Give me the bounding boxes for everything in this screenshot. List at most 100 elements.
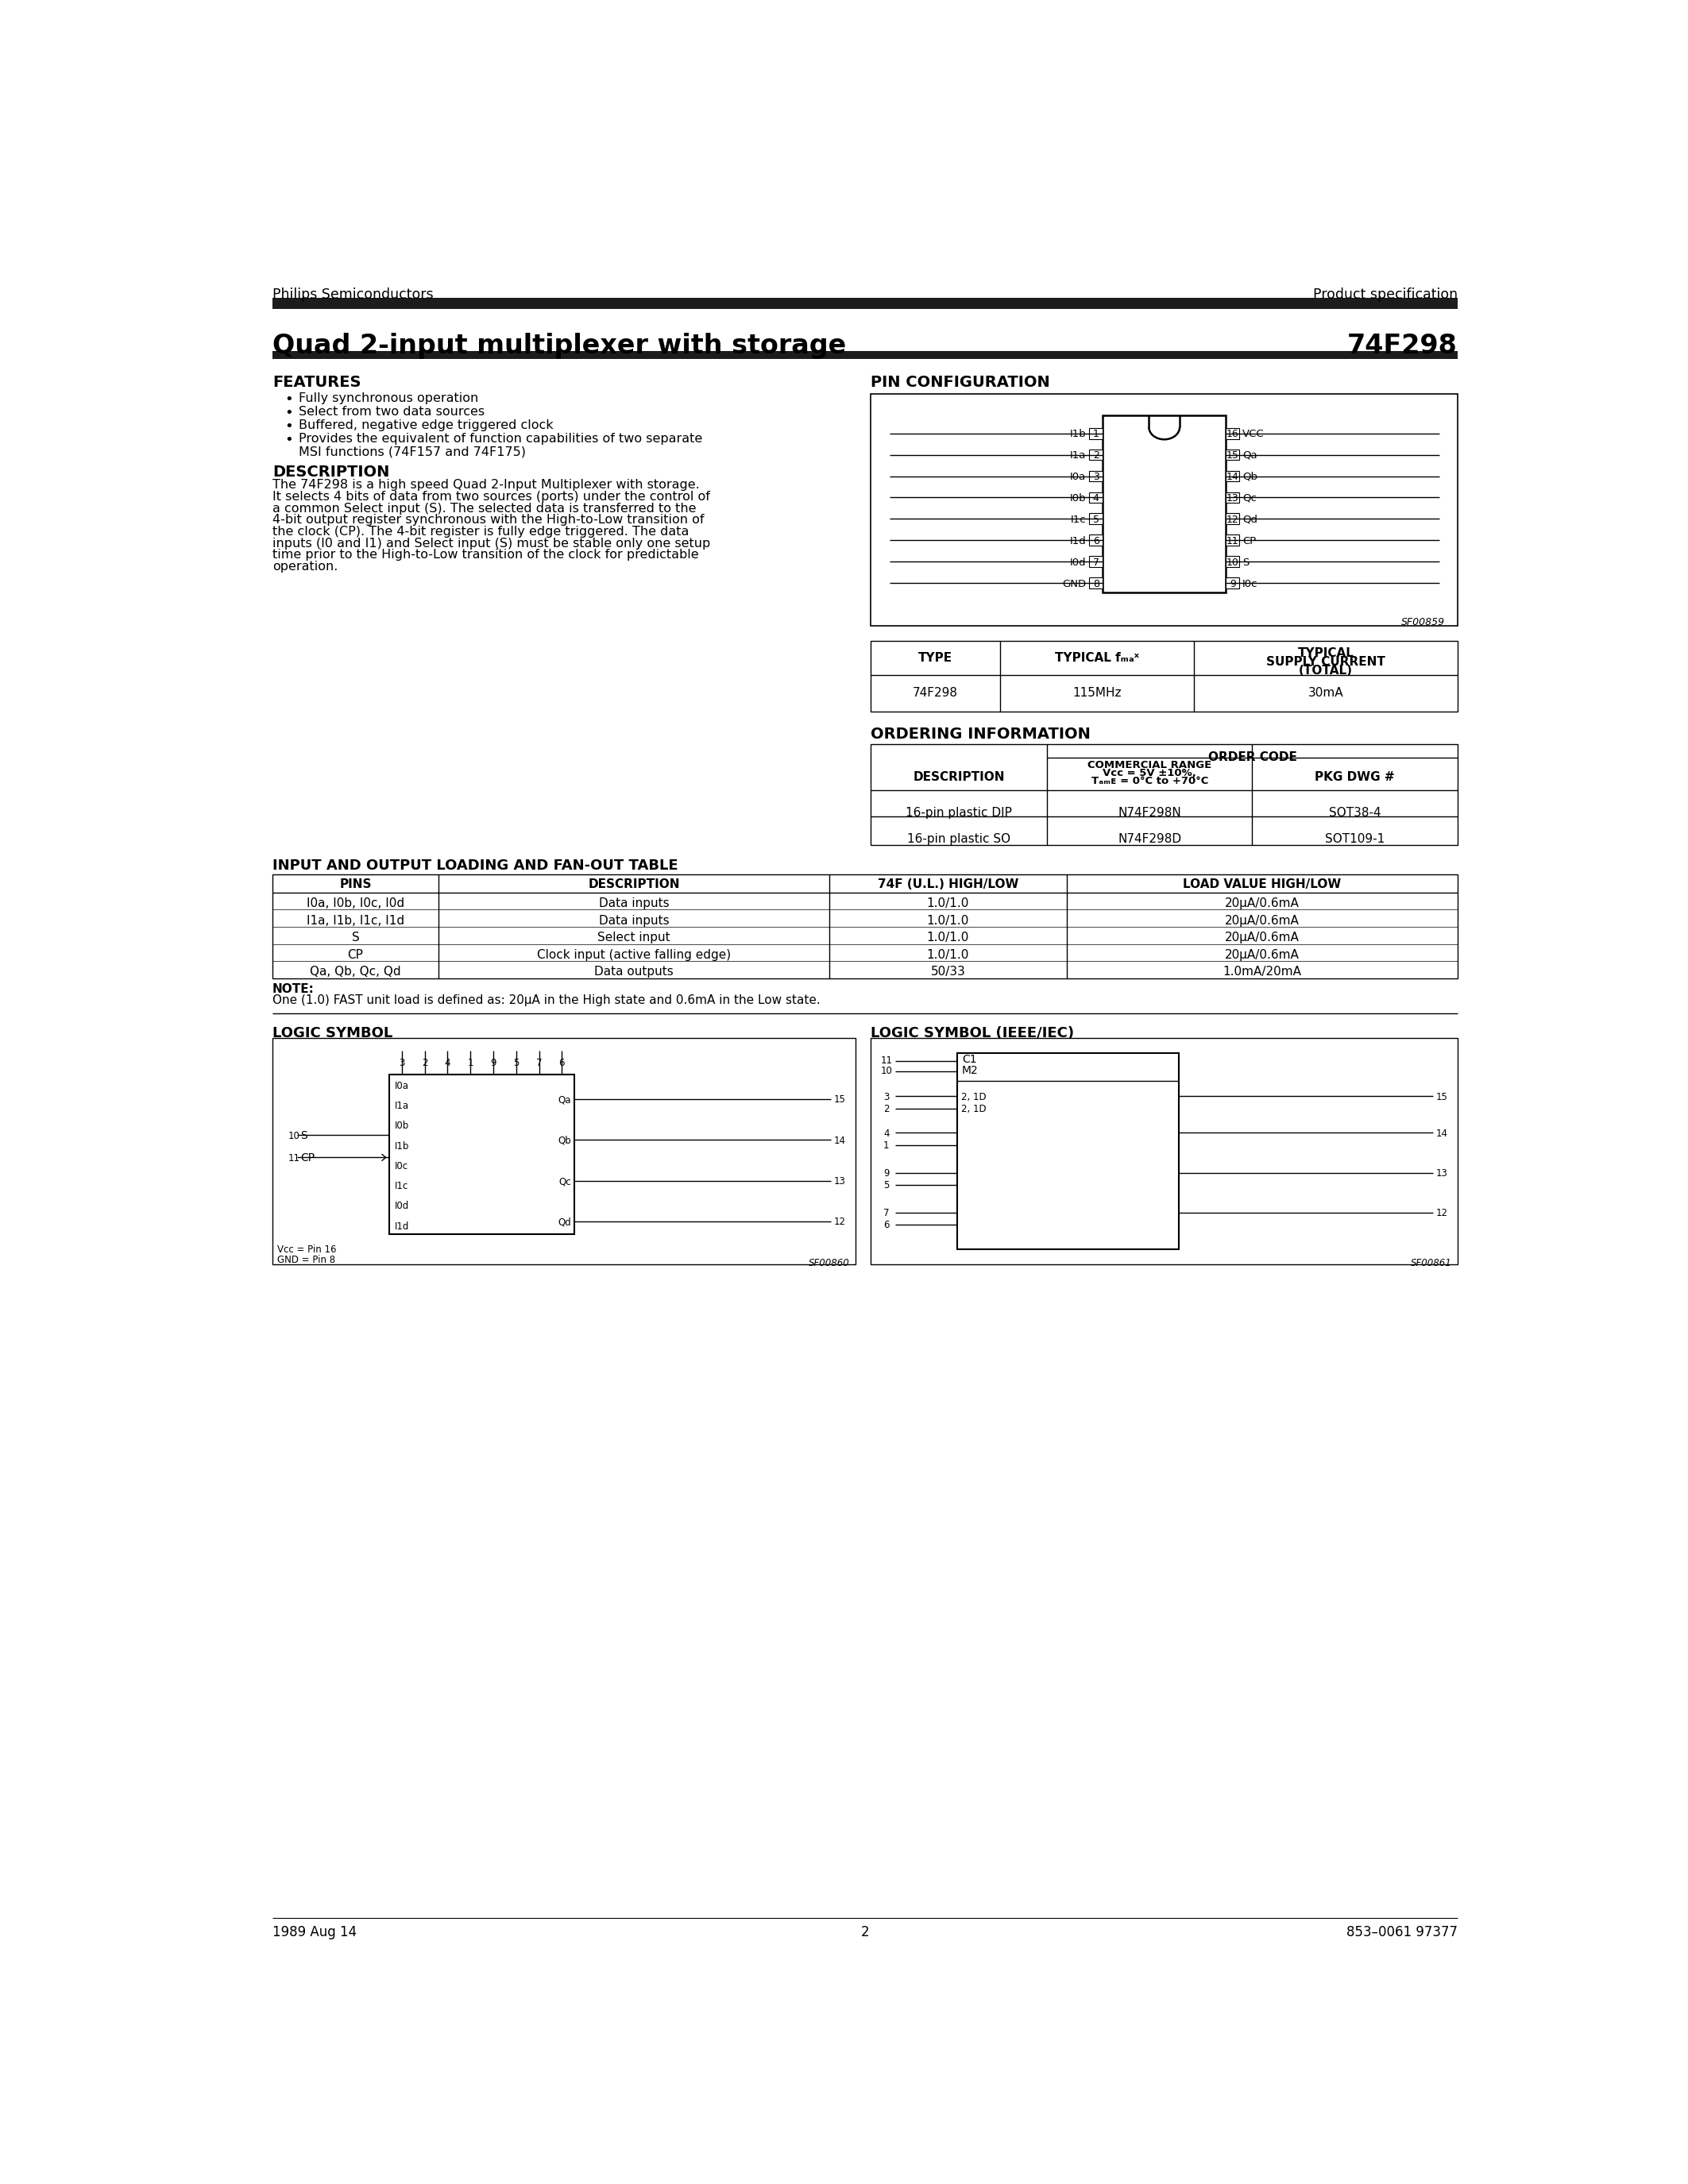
Text: INPUT AND OUTPUT LOADING AND FAN-OUT TABLE: INPUT AND OUTPUT LOADING AND FAN-OUT TAB… — [272, 858, 679, 874]
Text: I0b: I0b — [1070, 494, 1085, 502]
Bar — [1225, 557, 1239, 568]
Text: 7: 7 — [883, 1208, 890, 1219]
Text: I0a: I0a — [395, 1081, 408, 1092]
Text: 12: 12 — [1227, 515, 1239, 524]
Text: 8: 8 — [1092, 579, 1099, 590]
Text: 9: 9 — [1229, 579, 1236, 590]
Text: I0a, I0b, I0c, I0d: I0a, I0b, I0c, I0d — [307, 898, 405, 909]
Text: 16: 16 — [1227, 428, 1239, 439]
Text: SOT109-1: SOT109-1 — [1325, 832, 1384, 845]
Text: Vᴄᴄ = Pin 16: Vᴄᴄ = Pin 16 — [277, 1245, 336, 1256]
Text: 2: 2 — [1092, 450, 1099, 461]
Text: 4: 4 — [1092, 494, 1099, 505]
Bar — [1225, 577, 1239, 590]
Text: C1: C1 — [962, 1055, 977, 1066]
Text: I0c: I0c — [1242, 579, 1258, 590]
Text: SF00859: SF00859 — [1401, 616, 1445, 627]
Text: Buffered, negative edge triggered clock: Buffered, negative edge triggered clock — [299, 419, 554, 430]
Text: TYPICAL: TYPICAL — [1298, 646, 1354, 660]
Text: 15: 15 — [1436, 1092, 1448, 1103]
Text: MSI functions (74F157 and 74F175): MSI functions (74F157 and 74F175) — [299, 446, 525, 459]
Text: 6: 6 — [883, 1221, 890, 1230]
Text: I0c: I0c — [395, 1162, 408, 1171]
Text: 2: 2 — [861, 1926, 869, 1939]
Text: SF00860: SF00860 — [809, 1258, 849, 1269]
Bar — [1102, 415, 1225, 592]
Text: •: • — [285, 406, 294, 419]
Bar — [1225, 491, 1239, 502]
Bar — [1225, 450, 1239, 461]
Text: FEATURES: FEATURES — [272, 376, 361, 391]
Bar — [272, 352, 1458, 360]
Text: Product specification: Product specification — [1313, 288, 1458, 301]
Text: Qc: Qc — [559, 1177, 571, 1186]
Text: 74F298: 74F298 — [913, 688, 959, 699]
Text: 9: 9 — [490, 1057, 496, 1068]
Text: time prior to the High-to-Low transition of the clock for predictable: time prior to the High-to-Low transition… — [272, 548, 699, 561]
Text: 13: 13 — [834, 1177, 846, 1186]
Text: I0b: I0b — [395, 1120, 408, 1131]
Bar — [1089, 535, 1102, 546]
Bar — [1089, 513, 1102, 524]
Text: 10: 10 — [1225, 557, 1239, 568]
Bar — [1225, 470, 1239, 483]
Text: (TOTAL): (TOTAL) — [1298, 664, 1352, 677]
Text: 1.0/1.0: 1.0/1.0 — [927, 933, 969, 943]
Text: 13: 13 — [1227, 494, 1239, 505]
Bar — [272, 1037, 856, 1265]
Text: I0d: I0d — [395, 1201, 408, 1212]
Text: SUPPLY CURRENT: SUPPLY CURRENT — [1266, 655, 1386, 668]
Bar — [871, 393, 1458, 627]
Text: 20μA/0.6mA: 20μA/0.6mA — [1225, 933, 1300, 943]
Bar — [272, 874, 1458, 978]
Text: Qa, Qb, Qc, Qd: Qa, Qb, Qc, Qd — [311, 965, 402, 978]
Text: LOAD VALUE HIGH/LOW: LOAD VALUE HIGH/LOW — [1183, 878, 1342, 891]
Text: 4: 4 — [444, 1057, 451, 1068]
Text: VCC: VCC — [1242, 428, 1264, 439]
Text: DESCRIPTION: DESCRIPTION — [587, 878, 680, 891]
Text: Provides the equivalent of function capabilities of two separate: Provides the equivalent of function capa… — [299, 432, 702, 446]
Text: GND: GND — [1062, 579, 1085, 590]
Text: 16-pin plastic DIP: 16-pin plastic DIP — [906, 806, 1013, 819]
Text: 1.0mA/20mA: 1.0mA/20mA — [1222, 965, 1301, 978]
Text: Quad 2-input multiplexer with storage: Quad 2-input multiplexer with storage — [272, 332, 846, 358]
Text: 3: 3 — [398, 1057, 405, 1068]
Text: 3: 3 — [883, 1092, 890, 1103]
Bar — [390, 1075, 574, 1234]
Text: Vᴄᴄ = 5V ±10%,: Vᴄᴄ = 5V ±10%, — [1102, 769, 1197, 778]
Text: S: S — [1242, 557, 1249, 568]
Text: TYPICAL fₘₐˣ: TYPICAL fₘₐˣ — [1055, 653, 1139, 664]
Text: 115MHz: 115MHz — [1072, 688, 1121, 699]
Text: Qa: Qa — [559, 1094, 571, 1105]
Text: I0a: I0a — [1070, 472, 1085, 483]
Text: TYPE: TYPE — [918, 653, 952, 664]
Text: 4-bit output register synchronous with the High-to-Low transition of: 4-bit output register synchronous with t… — [272, 513, 704, 526]
Text: ORDER CODE: ORDER CODE — [1209, 751, 1296, 762]
Text: 2: 2 — [883, 1103, 890, 1114]
Text: LOGIC SYMBOL (IEEE/IEC): LOGIC SYMBOL (IEEE/IEC) — [871, 1026, 1074, 1040]
Text: 9: 9 — [883, 1168, 890, 1179]
Text: 30mA: 30mA — [1308, 688, 1344, 699]
Text: 7: 7 — [1092, 557, 1099, 568]
Text: Fully synchronous operation: Fully synchronous operation — [299, 393, 478, 404]
Text: Data inputs: Data inputs — [599, 915, 668, 926]
Text: Qa: Qa — [1242, 450, 1258, 461]
Text: I1b: I1b — [1070, 428, 1085, 439]
Text: Tₐₘᴇ = 0°C to +70°C: Tₐₘᴇ = 0°C to +70°C — [1090, 775, 1209, 786]
Text: DESCRIPTION: DESCRIPTION — [913, 771, 1004, 784]
Text: N74F298D: N74F298D — [1117, 832, 1182, 845]
Text: 4: 4 — [883, 1129, 890, 1138]
Text: 15: 15 — [834, 1094, 846, 1105]
Text: SOT38-4: SOT38-4 — [1328, 806, 1381, 819]
Text: 12: 12 — [834, 1216, 846, 1227]
Text: 6: 6 — [1092, 535, 1099, 546]
Text: N74F298N: N74F298N — [1117, 806, 1182, 819]
Text: 14: 14 — [1227, 472, 1239, 483]
Text: CP: CP — [300, 1153, 314, 1164]
Text: ORDERING INFORMATION: ORDERING INFORMATION — [871, 727, 1090, 743]
Text: 1: 1 — [883, 1140, 890, 1151]
Text: PINS: PINS — [339, 878, 371, 891]
Text: 5: 5 — [883, 1179, 890, 1190]
Text: I1d: I1d — [395, 1221, 408, 1232]
Text: 15: 15 — [1225, 450, 1239, 461]
